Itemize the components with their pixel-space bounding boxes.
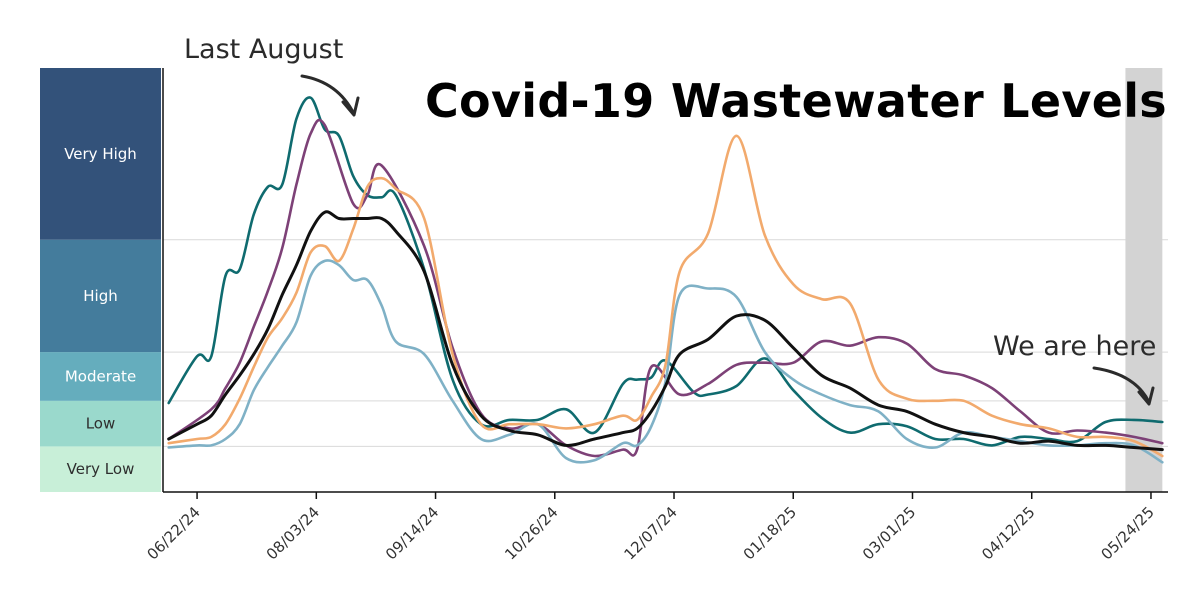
level-label-very-high: Very High bbox=[64, 145, 137, 163]
level-band-very-low bbox=[40, 446, 161, 492]
x-tick-label: 09/14/24 bbox=[382, 503, 442, 563]
x-tick-label: 12/07/24 bbox=[620, 503, 680, 563]
level-label-high: High bbox=[83, 287, 117, 305]
current-period-band bbox=[1125, 68, 1163, 492]
level-label-very-low: Very Low bbox=[67, 460, 135, 478]
level-label-moderate: Moderate bbox=[65, 367, 136, 385]
level-band-very-high bbox=[40, 68, 161, 240]
x-tick-label: 08/03/24 bbox=[263, 503, 323, 563]
annotation-arrowhead-last-august bbox=[341, 96, 360, 117]
level-band-high bbox=[40, 239, 161, 353]
level-band-moderate bbox=[40, 352, 161, 401]
series-line-orange-region bbox=[167, 134, 1164, 458]
series-line-national bbox=[167, 210, 1164, 452]
x-tick-label: 01/18/25 bbox=[740, 503, 800, 563]
x-tick-label: 10/26/24 bbox=[501, 503, 561, 563]
x-tick-label: 04/12/25 bbox=[978, 503, 1038, 563]
series-line-dark-teal-region bbox=[167, 96, 1164, 447]
series-line-light-blue-region bbox=[167, 259, 1164, 464]
level-band-low bbox=[40, 400, 161, 447]
annotation-arrowhead-we-are-here bbox=[1137, 386, 1155, 406]
annotation-we-are-here: We are here bbox=[993, 331, 1157, 362]
x-tick-label: 06/22/24 bbox=[144, 503, 204, 563]
series-line-purple-region bbox=[167, 118, 1164, 458]
annotation-arrow-we-are-here bbox=[1092, 366, 1151, 404]
x-tick-label: 03/01/25 bbox=[859, 503, 919, 563]
annotation-last-august: Last August bbox=[184, 34, 344, 65]
x-tick-label: 05/24/25 bbox=[1097, 503, 1157, 563]
chart-title: Covid-19 Wastewater Levels bbox=[425, 74, 1167, 128]
annotation-arrow-last-august bbox=[300, 74, 356, 116]
level-label-low: Low bbox=[86, 415, 116, 433]
